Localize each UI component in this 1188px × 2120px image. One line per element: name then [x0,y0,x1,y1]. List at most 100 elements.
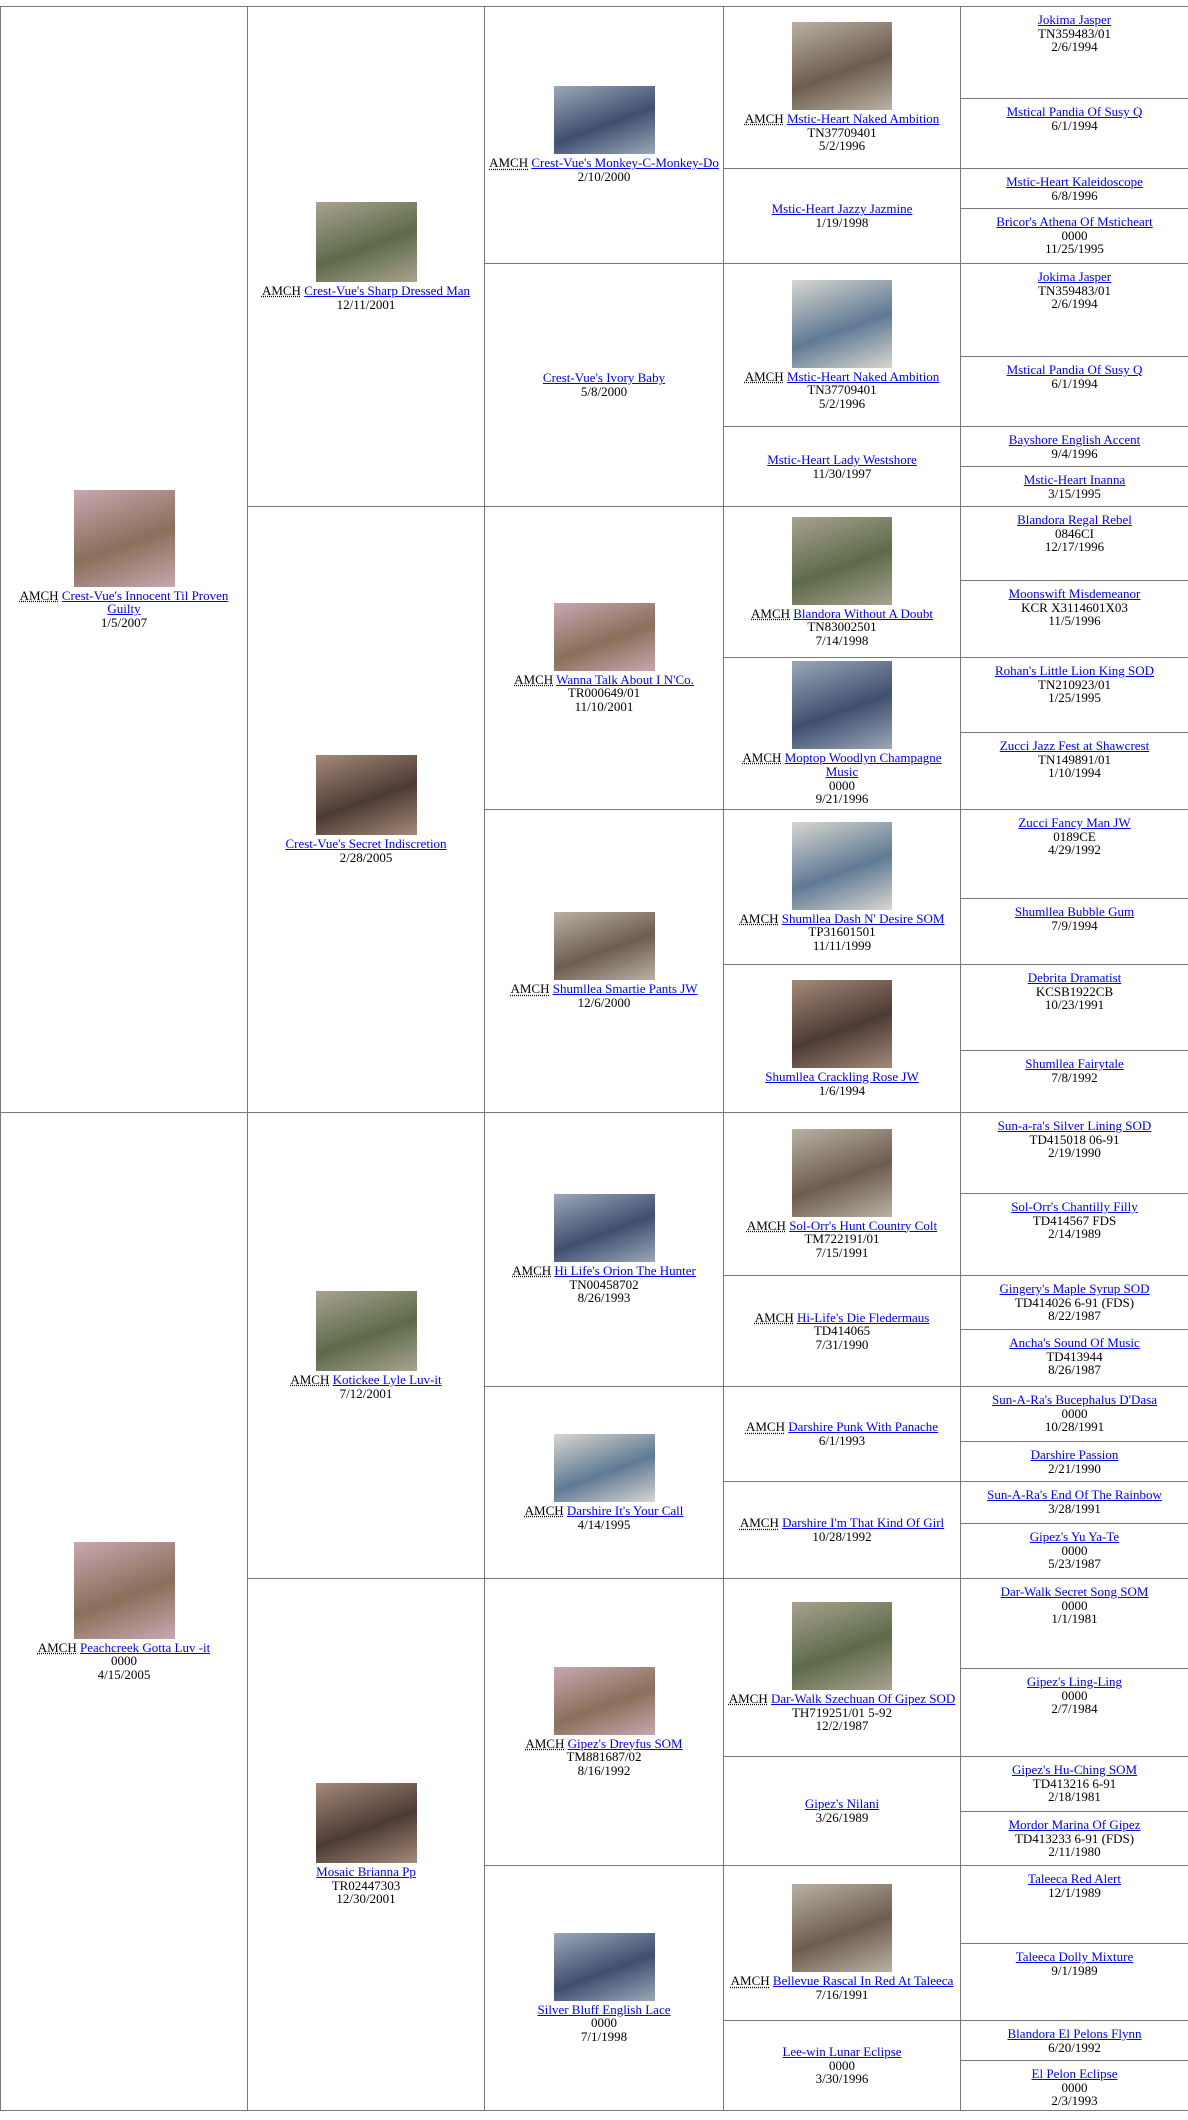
dog-link[interactable]: Moptop Woodlyn Champagne Music [785,750,942,779]
dog-link[interactable]: Rohan's Little Lion King SOD [995,663,1154,678]
dog-link[interactable]: Mstical Pandia Of Susy Q [1007,362,1143,377]
dog-link[interactable]: Debrita Dramatist [1028,970,1122,985]
dog-link[interactable]: Gingery's Maple Syrup SOD [999,1281,1149,1296]
dog-name-line: AMCH Wanna Talk About I N'Co. [488,673,720,687]
title-abbr: AMCH [731,1973,770,1988]
dog-detail: TR000649/01 [488,686,720,700]
dog-detail: TM722191/01 [727,1232,957,1246]
dog-link[interactable]: Mstical Pandia Of Susy Q [1007,104,1143,119]
dog-link[interactable]: Jokima Jasper [1038,12,1111,27]
dog-photo[interactable] [792,517,892,605]
dog-name-line: AMCH Kotickee Lyle Luv-it [251,1373,481,1387]
dog-photo[interactable] [316,1783,417,1863]
dog-photo[interactable] [554,86,655,154]
dog-photo[interactable] [792,822,892,910]
dog-detail: 2/18/1981 [964,1790,1185,1804]
dog-photo[interactable] [792,22,892,110]
dog-link[interactable]: Kotickee Lyle Luv-it [333,1372,442,1387]
dog-link[interactable]: Bricor's Athena Of Msticheart [996,214,1153,229]
dog-photo[interactable] [316,755,417,835]
dog-link[interactable]: Taleeca Dolly Mixture [1016,1949,1134,1964]
dog-link[interactable]: Zucci Jazz Fest at Shawcrest [1000,738,1149,753]
dog-photo[interactable] [554,1667,655,1735]
dog-link[interactable]: Mstic-Heart Kaleidoscope [1006,174,1143,189]
dog-link[interactable]: Shumllea Fairytale [1025,1056,1124,1071]
pedigree-row: AMCH Crest-Vue's Innocent Til Proven Gui… [1,7,1188,99]
dog-photo[interactable] [792,280,892,368]
dog-link[interactable]: Darshire Passion [1031,1447,1119,1462]
dog-photo[interactable] [792,661,892,749]
dog-photo[interactable] [792,1884,892,1972]
dog-link[interactable]: Mordor Marina Of Gipez [1009,1817,1141,1832]
dog-link[interactable]: Bayshore English Accent [1009,432,1140,447]
dog-link[interactable]: Gipez's Yu Ya-Te [1030,1529,1119,1544]
dog-link[interactable]: Blandora El Pelons Flynn [1008,2026,1142,2041]
dog-photo[interactable] [74,490,175,587]
title-abbr: AMCH [510,981,549,996]
dog-name-line: AMCH Hi-Life's Die Fledermaus [727,1311,957,1325]
dog-detail: 1/19/1998 [727,216,957,230]
dog-link[interactable]: Dar-Walk Szechuan Of Gipez SOD [771,1691,955,1706]
dog-link[interactable]: Crest-Vue's Secret Indiscretion [285,836,446,851]
dog-photo[interactable] [554,603,655,671]
dog-photo[interactable] [74,1542,175,1639]
dog-link[interactable]: Shumllea Crackling Rose JW [765,1069,918,1084]
dog-photo[interactable] [554,1434,655,1502]
dog-name-line: Blandora Regal Rebel [964,513,1185,527]
dog-link[interactable]: Sun-A-Ra's End Of The Rainbow [987,1487,1162,1502]
dog-photo[interactable] [554,912,655,980]
dog-detail: 7/9/1994 [964,919,1185,933]
dog-link[interactable]: Sun-A-Ra's Bucephalus D'Dasa [992,1392,1157,1407]
dog-link[interactable]: Ancha's Sound Of Music [1009,1335,1140,1350]
dog-name-line: AMCH Crest-Vue's Monkey-C-Monkey-Do [488,156,720,170]
dog-photo[interactable] [554,1194,655,1262]
dog-link[interactable]: Mstic-Heart Naked Ambition [787,111,939,126]
dog-link[interactable]: Peachcreek Gotta Luv -it [80,1640,210,1655]
dog-photo[interactable] [792,980,892,1068]
dog-link[interactable]: Shumllea Bubble Gum [1015,904,1134,919]
dog-link[interactable]: Mosaic Brianna Pp [316,1864,416,1879]
dog-photo[interactable] [554,1933,655,2001]
dog-link[interactable]: Gipez's Ling-Ling [1027,1674,1122,1689]
dog-detail: 7/12/2001 [251,1387,481,1401]
dog-detail: 11/5/1996 [964,614,1185,628]
dog-link[interactable]: Darshire It's Your Call [567,1503,683,1518]
dog-detail: 0000 [727,779,957,793]
dog-photo[interactable] [792,1602,892,1690]
dog-link[interactable]: Blandora Regal Rebel [1017,512,1132,527]
dog-link[interactable]: Crest-Vue's Innocent Til Proven Guilty [62,588,229,617]
dog-detail: 12/11/2001 [251,298,481,312]
dog-link[interactable]: Sol-Orr's Chantilly Filly [1011,1199,1138,1214]
dog-link[interactable]: Mstic-Heart Inanna [1024,472,1125,487]
dog-link[interactable]: Crest-Vue's Sharp Dressed Man [304,283,470,298]
dog-link[interactable]: Moonswift Misdemeanor [1009,586,1141,601]
dog-name-line: Mstical Pandia Of Susy Q [964,105,1185,119]
dog-link[interactable]: Gipez's Hu-Ching SOM [1012,1762,1137,1777]
dog-detail: 6/1/1993 [727,1434,957,1448]
dog-link[interactable]: El Pelon Eclipse [1032,2066,1118,2081]
dog-photo[interactable] [316,1291,417,1371]
dog-link[interactable]: Taleeca Red Alert [1028,1871,1121,1886]
dog-link[interactable]: Sun-a-ra's Silver Lining SOD [998,1118,1152,1133]
dog-link[interactable]: Zucci Fancy Man JW [1018,815,1130,830]
dog-link[interactable]: Mstic-Heart Lady Westshore [767,452,917,467]
dog-link[interactable]: Lee-win Lunar Eclipse [782,2044,901,2059]
dog-detail: KCR X3114601X03 [964,601,1185,615]
dog-photo[interactable] [792,1129,892,1217]
dog-detail: 0000 [964,1689,1185,1703]
dog-name-line: AMCH Hi Life's Orion The Hunter [488,1264,720,1278]
dog-link[interactable]: Hi Life's Orion The Hunter [554,1263,695,1278]
dog-name-line: Gipez's Ling-Ling [964,1675,1185,1689]
dog-detail: 7/15/1991 [727,1246,957,1260]
dog-link[interactable]: Dar-Walk Secret Song SOM [1001,1584,1149,1599]
title-abbr: AMCH [755,1310,794,1325]
dog-photo[interactable] [316,202,417,282]
dog-link[interactable]: Jokima Jasper [1038,269,1111,284]
